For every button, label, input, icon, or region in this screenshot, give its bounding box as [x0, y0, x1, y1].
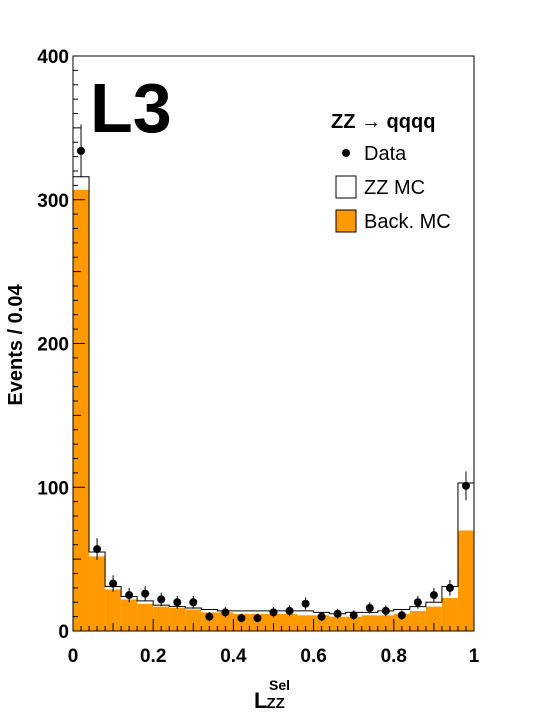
data-point: [173, 598, 182, 607]
zz-mc-bar: [457, 482, 474, 531]
data-points: [77, 124, 470, 623]
zz-mc-bar: [425, 602, 442, 607]
data-point: [93, 545, 102, 554]
back-mc-bar: [105, 589, 122, 631]
back-mc-bar: [281, 613, 298, 631]
back-mc-bar: [185, 609, 202, 631]
zz-mc-bar: [249, 610, 266, 614]
x-tick-label: 1: [469, 646, 480, 667]
y-tick-label: 200: [37, 335, 69, 356]
zz-mc-bar: [297, 610, 314, 616]
data-point: [381, 606, 390, 615]
back-mc-bar: [153, 606, 170, 631]
data-point: [333, 609, 342, 618]
back-mc-bar: [217, 612, 234, 631]
data-point: [317, 612, 326, 621]
back-mc-bar: [121, 599, 138, 631]
data-point: [285, 606, 294, 615]
back-mc-bar: [297, 615, 314, 631]
zz-mc-bar: [73, 176, 90, 190]
back-mc-bar: [73, 189, 90, 631]
back-mc-bar: [425, 606, 442, 631]
back-mc-bars: [73, 189, 474, 631]
data-point: [269, 608, 278, 617]
back-mc-bar: [137, 603, 154, 631]
back-mc-bar: [457, 530, 474, 631]
data-point: [397, 611, 406, 620]
data-point: [141, 589, 150, 598]
legend-back-label: Back. MC: [364, 211, 451, 233]
back-mc-bar: [441, 597, 458, 631]
experiment-label: L3: [90, 69, 172, 147]
x-tick-label: 0.8: [381, 646, 407, 667]
data-point: [237, 614, 246, 623]
y-tick-label: 0: [58, 622, 69, 643]
back-mc-bar: [89, 556, 106, 631]
zz-mc-histogram: [72, 176, 475, 631]
x-tick-label: 0.6: [300, 646, 326, 667]
back-mc-bar: [313, 615, 330, 631]
legend-zz-swatch: [335, 175, 357, 199]
x-axis: 0 0.2 0.4 0.6 0.8 1: [68, 619, 480, 667]
data-point: [413, 598, 422, 607]
data-point: [445, 583, 454, 592]
y-tick-label: 300: [37, 191, 69, 212]
x-axis-title-subscript: ZZ: [266, 695, 284, 712]
back-mc-bar: [393, 613, 410, 631]
data-point: [349, 611, 358, 620]
back-mc-bar: [361, 615, 378, 631]
data-point: [205, 612, 214, 621]
data-point: [157, 595, 166, 604]
legend-back-swatch: [335, 209, 357, 233]
data-point: [429, 591, 438, 600]
legend-zz-label: ZZ MC: [364, 177, 425, 199]
legend-data-marker: [342, 149, 350, 157]
data-point: [461, 481, 470, 490]
back-mc-bar: [201, 612, 218, 631]
back-mc-bar: [169, 608, 186, 631]
data-point: [221, 608, 230, 617]
data-point: [301, 599, 310, 608]
x-axis-title-main: L: [254, 688, 267, 713]
legend: ZZ → qqqq Data ZZ MC Back. MC: [331, 111, 451, 233]
zz-mc-bar: [201, 609, 218, 613]
y-tick-label: 400: [37, 47, 69, 68]
back-mc-bar: [377, 615, 394, 631]
legend-data-label: Data: [364, 143, 407, 165]
x-tick-label: 0: [68, 646, 79, 667]
data-point: [365, 604, 374, 612]
x-tick-label: 0.2: [140, 646, 166, 667]
zz-mc-bar: [185, 608, 202, 610]
data-point: [189, 598, 198, 607]
total-mc-outline: [72, 176, 475, 631]
y-tick-label: 100: [37, 478, 69, 499]
back-mc-bar: [329, 616, 346, 631]
data-point: [253, 614, 262, 623]
y-axis-title: Events / 0.04: [5, 284, 27, 406]
data-point: [77, 146, 86, 155]
back-mc-bar: [409, 610, 426, 631]
x-axis-title: LZZ: [254, 688, 285, 713]
y-axis: 0 100 200 300 400: [37, 47, 85, 643]
data-point: [125, 591, 134, 600]
x-axis-title-superscript: Sel: [269, 677, 290, 693]
zz-mc-bar: [233, 610, 250, 614]
zz-mc-bar: [137, 600, 154, 604]
x-tick-label: 0.4: [220, 646, 247, 667]
data-point: [109, 579, 118, 588]
zz-mc-bar: [409, 606, 426, 611]
legend-title: ZZ → qqqq: [331, 111, 435, 133]
back-mc-bar: [265, 613, 282, 631]
